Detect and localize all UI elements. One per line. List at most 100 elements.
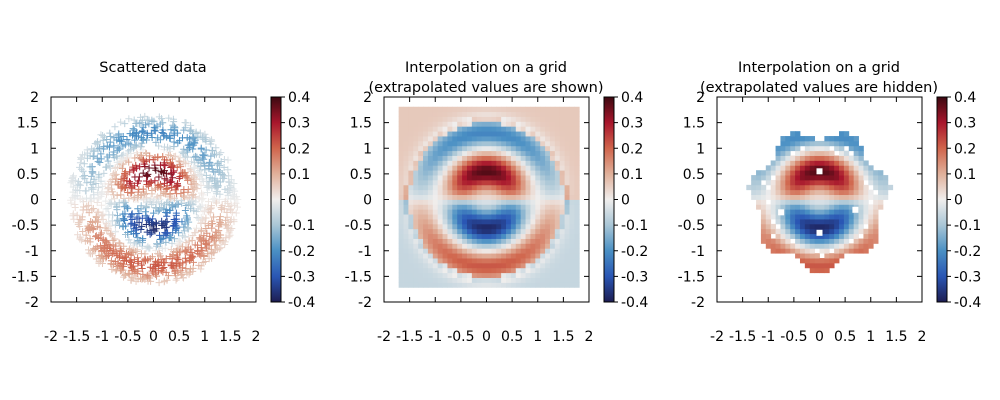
scatter-point [202,171,210,179]
scatter-point [99,132,107,140]
heatmap-cell [408,204,414,210]
heatmap-cell [510,126,517,132]
heatmap-cell [868,233,874,239]
heatmap-cell [481,160,487,166]
heatmap-cell [452,194,458,200]
heatmap-cell [413,126,419,132]
heatmap-cell [839,194,845,200]
heatmap-cell [413,155,419,161]
heatmap-cell [413,131,419,137]
x-tick-label: -1 [761,329,775,345]
heatmap-cell [863,199,869,205]
heatmap-cell [795,136,801,142]
heatmap-cell [765,194,772,200]
scatter-point [146,230,154,238]
heatmap-cell [804,223,811,230]
scatter-point [119,260,127,268]
heatmap-cell [795,150,801,156]
heatmap-cell [408,175,414,181]
scatter-point [159,268,167,276]
heatmap-cell [868,175,874,181]
heatmap-cell [873,233,879,239]
heatmap-cell [476,282,483,288]
heatmap-cell [466,131,473,137]
heatmap-cell [559,175,565,181]
heatmap-cell [466,272,473,278]
heatmap-cell [525,179,531,186]
heatmap-cell [486,204,492,210]
heatmap-cell [506,126,512,132]
scatter-point [80,160,88,168]
heatmap-cell [809,204,816,210]
scatter-point [67,199,75,207]
scatter-point [217,149,225,157]
heatmap-cell [549,209,556,215]
heatmap-cell [496,136,502,142]
heatmap-cell [427,262,434,269]
heatmap-cell [843,248,850,254]
heatmap-cell [795,209,801,215]
scatter-point [181,220,189,228]
heatmap-cell [506,136,512,142]
heatmap-cell [540,150,546,156]
heatmap-cell [868,194,874,200]
scatter-point [104,185,112,193]
heatmap-cell [418,145,424,152]
heatmap-cell [515,145,522,152]
heatmap-cell [829,165,835,171]
heatmap-cell [418,121,424,127]
heatmap-cell [447,223,453,230]
heatmap-cell [437,140,443,147]
heatmap-cell [530,160,536,166]
heatmap-cell [486,121,492,127]
heatmap-cell [574,131,580,137]
scatter-point [104,252,112,260]
scatter-point [133,129,141,137]
heatmap-cell [501,253,507,259]
heatmap-cell [408,214,414,220]
heatmap-cell [413,111,419,117]
heatmap-cell [466,140,473,147]
scatter-point [95,171,103,179]
heatmap-cell [819,179,825,186]
heatmap-cell [413,136,419,142]
scatter-point [154,198,162,206]
heatmap-cell [799,184,806,191]
heatmap-cell [540,111,546,117]
scatter-point [223,208,231,216]
heatmap-cell [569,214,575,220]
heatmap-cell [471,248,478,254]
scatter-point [153,240,161,248]
heatmap-cell [510,116,517,122]
heatmap-cell [775,243,781,249]
heatmap-cell [554,209,561,215]
heatmap-cell [408,131,414,137]
heatmap-cell [442,243,448,249]
heatmap-cell [398,170,404,176]
heatmap-cell [780,194,786,200]
heatmap-cell [491,223,497,230]
heatmap-cell [839,140,845,147]
heatmap-cell [814,184,820,191]
heatmap-cell [554,150,561,156]
heatmap-cell [530,126,536,132]
scatter-point [107,132,115,140]
heatmap-cell [418,238,424,244]
scatter-point [163,170,171,178]
scatter-point [129,242,137,250]
heatmap-cell [471,111,478,117]
heatmap-cell [520,262,526,269]
heatmap-cell [549,258,556,264]
scatter-point [196,250,204,258]
heatmap-cell [457,189,463,196]
heatmap-cell [447,145,453,152]
scatter-point [69,183,77,191]
heatmap-cell [427,150,434,156]
heatmap-cell [457,194,463,200]
scatter-point [210,213,218,221]
heatmap-cell [882,184,889,191]
colorbar-tick-label: -0.1 [621,218,648,234]
scatter-point [86,163,94,171]
heatmap-cell [843,184,850,191]
heatmap-cell [554,184,561,191]
